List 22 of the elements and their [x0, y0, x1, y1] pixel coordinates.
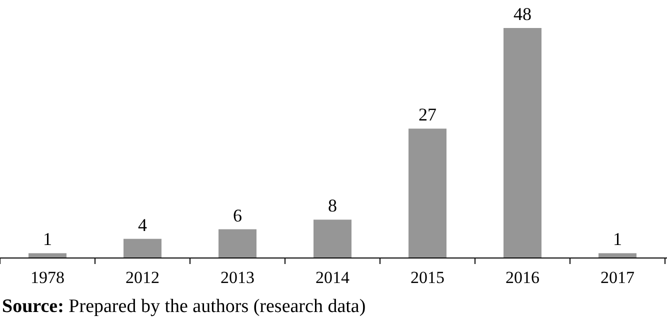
bar	[218, 229, 256, 258]
data-label: 1	[613, 229, 622, 250]
x-tick-label: 2014	[316, 268, 350, 287]
x-tick-label: 2015	[410, 268, 444, 287]
data-label: 27	[418, 104, 436, 125]
x-tick-label: 2017	[600, 268, 635, 287]
bar	[598, 253, 636, 258]
bar	[28, 253, 66, 258]
bar	[124, 238, 162, 258]
x-tick-label: 2012	[126, 268, 160, 287]
bar	[504, 28, 542, 258]
source-note: Source: Prepared by the authors (research data)	[2, 296, 366, 317]
bar	[314, 220, 352, 258]
x-tick-label: 2016	[506, 268, 540, 287]
x-tick-label: 2013	[220, 268, 254, 287]
bar	[408, 128, 446, 258]
data-label: 8	[328, 196, 337, 216]
data-label: 6	[233, 205, 242, 226]
data-label: 48	[514, 4, 532, 24]
x-tick-label: 1978	[30, 268, 64, 287]
data-label: 4	[138, 214, 147, 235]
data-label: 1	[43, 229, 52, 250]
